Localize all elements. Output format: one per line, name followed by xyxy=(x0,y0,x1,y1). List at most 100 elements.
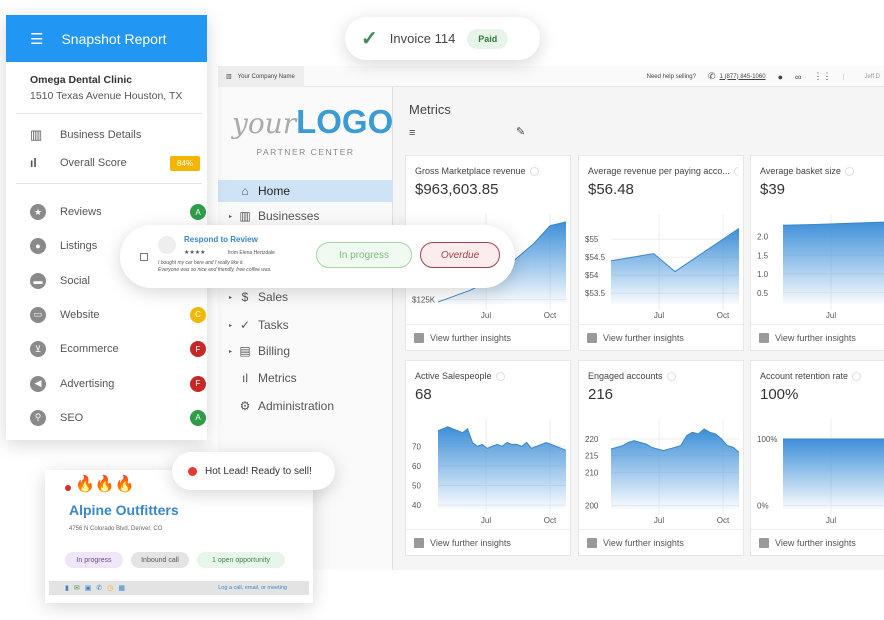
metric-title: Average revenue per paying acco... xyxy=(588,166,738,177)
review-title[interactable]: Respond to Review xyxy=(184,235,258,244)
nav-item-businesses[interactable]: ▸ ▥ Businesses xyxy=(218,205,393,227)
overdue-button[interactable]: Overdue xyxy=(420,242,500,268)
email-icon[interactable]: ✉ xyxy=(73,585,80,592)
nav-item-billing[interactable]: ▸ ▤ Billing xyxy=(218,340,393,362)
meeting-icon[interactable]: ▣ xyxy=(84,585,92,592)
hot-lead-notification: Hot Lead! Ready to sell! xyxy=(172,452,335,490)
chat-icon: ▬ xyxy=(30,272,46,289)
nav-item-metrics[interactable]: ıl Metrics xyxy=(218,367,393,389)
info-icon[interactable] xyxy=(666,372,676,382)
view-insights-link[interactable]: View further insights xyxy=(751,529,884,555)
y-tick-label: $53.5 xyxy=(585,289,606,298)
y-tick-label: 2.0 xyxy=(757,233,769,242)
info-icon[interactable] xyxy=(733,167,738,177)
nav-item-sales[interactable]: ▸ $ Sales xyxy=(218,286,393,308)
area-fill xyxy=(783,439,884,509)
calendar-icon[interactable]: ▦ xyxy=(118,585,125,592)
dollar-icon: $ xyxy=(241,290,249,304)
snapshot-item-listings[interactable]: ● Listings xyxy=(30,238,202,255)
nav-label: Administration xyxy=(258,399,335,413)
company-switcher[interactable]: ▥ Your Company Name xyxy=(218,66,304,87)
insights-label: View further insights xyxy=(603,332,684,343)
phone-link[interactable]: 1 (877) 845-1060 xyxy=(719,73,766,80)
source-tag: Inbound call xyxy=(131,552,189,568)
bar-chart-icon: ıl xyxy=(242,371,248,385)
series-line xyxy=(610,428,740,453)
nav-label: Tasks xyxy=(258,318,289,332)
nav-item-administration[interactable]: ⚙ Administration xyxy=(218,395,393,417)
info-icon[interactable] xyxy=(852,372,862,382)
metric-value: 68 xyxy=(415,386,432,403)
log-activity-link[interactable]: Log a call, email, or meeting xyxy=(218,585,287,591)
building-icon: ▥ xyxy=(239,209,251,223)
nav-item-tasks[interactable]: ▸ ✓ Tasks xyxy=(218,314,393,336)
metric-value: $39 xyxy=(760,181,786,198)
metric-card: Average revenue per paying acco... $56.48… xyxy=(578,155,744,351)
expand-arrow-icon[interactable]: ▸ xyxy=(228,213,232,220)
info-icon[interactable] xyxy=(529,167,539,177)
business-details-label: Business Details xyxy=(60,129,142,141)
view-insights-link[interactable]: View further insights xyxy=(406,324,570,350)
y-tick-label: 220 xyxy=(585,435,599,444)
area-fill xyxy=(611,429,739,509)
metric-title: Active Salespeople xyxy=(415,371,565,382)
x-tick-label: Jul xyxy=(654,311,664,320)
y-tick-label: 60 xyxy=(412,462,421,471)
insights-icon xyxy=(414,332,424,343)
metric-chart: 220 215 210 200 Jul Oct xyxy=(585,419,740,525)
clock-icon[interactable]: ◷ xyxy=(107,585,114,592)
metric-chart: $55 $54.5 $54 $53.5 Jul Oct xyxy=(585,214,740,320)
star-icon: ★ xyxy=(30,204,46,220)
insights-label: View further insights xyxy=(603,537,684,548)
insights-icon xyxy=(587,332,597,343)
series-line xyxy=(782,221,884,226)
nav-item-home[interactable]: ⌂ Home xyxy=(218,180,393,202)
filter-icon[interactable]: ≡ xyxy=(409,127,416,139)
snapshot-item-advertising[interactable]: ◀ Advertising F xyxy=(30,375,206,392)
task-checkbox[interactable] xyxy=(140,253,148,261)
info-icon[interactable] xyxy=(844,167,854,177)
expand-arrow-icon[interactable]: ▸ xyxy=(228,348,232,355)
score-badge: 84% xyxy=(170,156,200,171)
y-tick-label: 0% xyxy=(757,502,769,511)
help-text: Need help selling? xyxy=(646,73,696,80)
home-icon: ⌂ xyxy=(241,184,249,198)
help-icon[interactable]: ● xyxy=(777,71,784,82)
snapshot-item-social[interactable]: ▬ Social xyxy=(30,272,202,289)
link-icon[interactable]: ∞ xyxy=(795,71,802,82)
phone-icon[interactable]: ✆ xyxy=(96,585,103,592)
partner-center-label: PARTNER CENTER xyxy=(256,147,355,157)
business-details-item[interactable]: ▥ Business Details xyxy=(30,127,202,143)
menu-icon[interactable]: ☰ xyxy=(30,30,44,48)
edit-icon[interactable]: ✎ xyxy=(516,126,526,138)
user-name[interactable]: Jeff D xyxy=(843,73,880,80)
billing-icon: ▤ xyxy=(239,344,251,358)
snapshot-item-ecommerce[interactable]: ⊻ Ecommerce F xyxy=(30,341,206,358)
expand-arrow-icon[interactable]: ▸ xyxy=(228,294,232,301)
y-tick-label: $55 xyxy=(585,235,599,244)
info-icon[interactable] xyxy=(495,372,505,382)
view-insights-link[interactable]: View further insights xyxy=(579,529,743,555)
x-tick-label: Jul xyxy=(826,516,836,525)
lead-name[interactable]: Alpine Outfitters xyxy=(69,502,179,518)
view-insights-link[interactable]: View further insights xyxy=(751,324,884,350)
apps-grid-icon[interactable]: ⋮⋮ xyxy=(813,71,832,81)
view-insights-link[interactable]: View further insights xyxy=(579,324,743,350)
nav-label: Home xyxy=(258,184,291,198)
y-tick-label: 1.0 xyxy=(757,270,769,279)
metric-value: $56.48 xyxy=(588,181,634,198)
in-progress-button[interactable]: In progress xyxy=(316,242,412,268)
note-icon[interactable]: ▮ xyxy=(65,585,69,592)
snapshot-item-seo[interactable]: ⚲ SEO A xyxy=(30,409,206,426)
snapshot-item-website[interactable]: ▭ Website C xyxy=(30,306,206,323)
area-fill xyxy=(438,426,566,509)
metric-title: Average basket size xyxy=(760,166,884,177)
expand-arrow-icon[interactable]: ▸ xyxy=(228,322,232,329)
page-title: Metrics xyxy=(409,102,451,117)
phone-icon: ✆ xyxy=(707,71,716,81)
snapshot-item-reviews[interactable]: ★ Reviews A xyxy=(30,204,206,220)
overall-score-item[interactable]: ıl Overall Score xyxy=(30,156,202,170)
view-insights-link[interactable]: View further insights xyxy=(406,529,570,555)
